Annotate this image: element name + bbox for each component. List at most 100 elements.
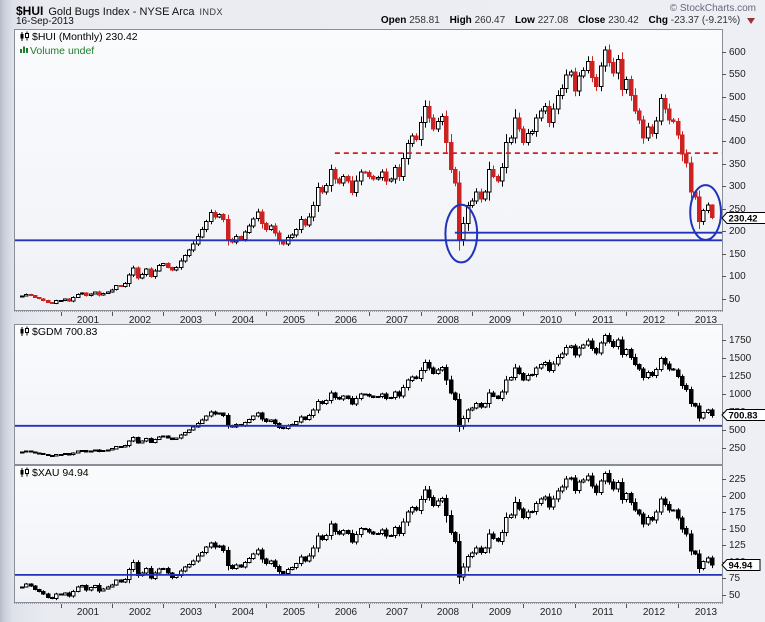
candle-body xyxy=(436,121,441,130)
svg-text:230.42: 230.42 xyxy=(729,214,758,225)
candle-body xyxy=(149,437,154,444)
candle-body xyxy=(97,585,102,592)
highlight-ellipse xyxy=(444,203,479,264)
candle-body xyxy=(376,532,381,535)
chg-label: Chg xyxy=(648,15,668,26)
candle-body xyxy=(590,340,595,350)
candle-body xyxy=(119,285,124,288)
candle-body xyxy=(504,517,509,534)
candle-body xyxy=(491,533,496,540)
candle-body xyxy=(539,498,544,505)
candle-body xyxy=(637,509,642,515)
candle-body xyxy=(517,367,522,374)
candle-body xyxy=(161,263,166,266)
y-axis-tick-label: 550 xyxy=(729,69,746,80)
candle-body xyxy=(226,415,231,426)
candle-body xyxy=(273,560,278,567)
candle-body xyxy=(470,552,475,557)
candle-body xyxy=(371,395,376,398)
candle-body xyxy=(123,445,128,448)
candle-body xyxy=(46,454,51,457)
candle-body xyxy=(534,117,539,133)
candle-body xyxy=(363,528,368,531)
candle-body xyxy=(63,453,68,456)
candle-body xyxy=(41,590,46,595)
candle-body xyxy=(697,553,702,569)
candle-body xyxy=(50,455,55,457)
candle-body xyxy=(590,475,595,487)
candle-body xyxy=(209,212,214,222)
gdm-legend-label: $GDM 700.83 xyxy=(32,326,98,338)
candle-body xyxy=(500,167,505,182)
candle-body xyxy=(474,403,479,409)
x-axis-years-top: 2001 2002 2003 2004 2005 2006 2007 2008 2009 2010… xyxy=(14,311,723,326)
candle-body xyxy=(659,498,664,513)
candle-body xyxy=(671,119,676,123)
candle-body xyxy=(140,440,145,444)
chg-down-triangle-icon xyxy=(747,18,755,24)
candle-body xyxy=(577,75,582,92)
candle-body xyxy=(389,534,394,537)
candle-body xyxy=(110,448,115,451)
candle-body xyxy=(496,538,501,542)
candle-body xyxy=(320,535,325,540)
y-axis-tick-label: 250 xyxy=(729,443,746,454)
y-axis-tick xyxy=(722,394,726,395)
candle-body xyxy=(569,345,574,348)
candle-body xyxy=(680,517,685,530)
candle-body xyxy=(84,292,89,297)
candlestick-icon xyxy=(19,326,30,340)
candle-body xyxy=(114,579,119,586)
candle-body xyxy=(33,585,38,590)
candle-body xyxy=(63,298,68,302)
candle-body xyxy=(136,437,141,444)
candle-body xyxy=(671,509,676,512)
candle-body xyxy=(419,369,424,379)
candle-body xyxy=(543,496,548,500)
x-axis-year-tick xyxy=(163,604,164,608)
y-axis-tick-label: 125 xyxy=(729,540,746,551)
candle-body xyxy=(333,392,338,399)
candle-body xyxy=(273,419,278,424)
open-value: 258.81 xyxy=(409,15,440,26)
x-axis-year-label: 2004 xyxy=(231,315,255,326)
candle-body xyxy=(307,415,312,421)
candle-body xyxy=(650,517,655,521)
candle-body xyxy=(67,592,72,597)
candle-body xyxy=(401,521,406,534)
x-axis-year-tick xyxy=(472,312,473,316)
candle-body xyxy=(710,409,715,416)
y-axis-tick-label: 500 xyxy=(729,425,746,436)
candle-body xyxy=(393,391,398,399)
candle-body xyxy=(547,105,552,124)
candle-body xyxy=(157,436,162,441)
candle-body xyxy=(710,557,715,566)
candle-body xyxy=(676,369,681,377)
candle-body xyxy=(247,419,252,424)
candle-body xyxy=(410,135,415,144)
xau-candlestick-plot xyxy=(15,469,722,601)
candle-body xyxy=(174,437,179,440)
candle-body xyxy=(581,344,586,349)
candle-body xyxy=(213,411,218,415)
candle-body xyxy=(491,168,496,178)
candle-body xyxy=(663,358,668,365)
candle-body xyxy=(590,61,595,79)
candle-body xyxy=(260,412,265,420)
candle-body xyxy=(367,172,372,177)
candle-body xyxy=(316,186,321,206)
x-axis-year-tick xyxy=(163,312,164,316)
candle-body xyxy=(221,412,226,417)
candle-body xyxy=(611,340,616,347)
low-value: 227.08 xyxy=(537,15,569,26)
candle-body xyxy=(329,392,334,402)
candle-body xyxy=(59,593,64,596)
y-axis-tick-label: 50 xyxy=(729,294,741,305)
candle-body xyxy=(251,218,256,227)
candle-body xyxy=(183,566,188,572)
candle-body xyxy=(200,552,205,557)
candle-body xyxy=(101,588,106,592)
candle-body xyxy=(594,348,599,354)
candle-body xyxy=(341,176,346,184)
x-axis-year-tick xyxy=(318,312,319,316)
